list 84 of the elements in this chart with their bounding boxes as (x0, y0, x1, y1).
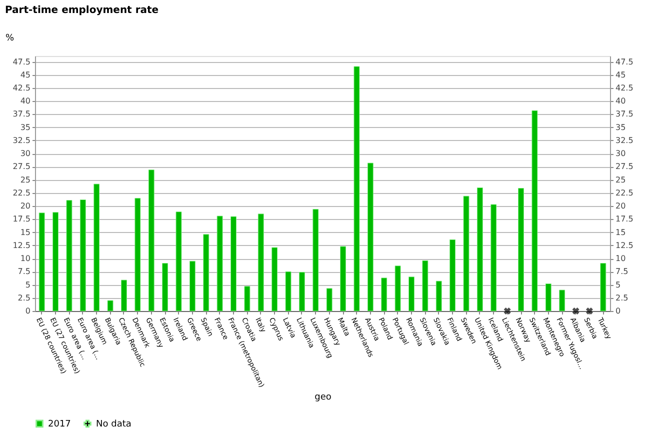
bar (422, 260, 428, 312)
bar (203, 234, 210, 312)
bar (285, 271, 292, 312)
y2-tick-label: 35 (616, 122, 626, 132)
bar (94, 184, 100, 312)
y2-tick-label: 7.5 (616, 267, 628, 276)
y2-tick-label: 42.5 (616, 84, 634, 93)
bar (532, 110, 538, 312)
y-tick-label: 5 (25, 280, 30, 290)
y-axis-title: % (6, 34, 14, 44)
bar (107, 300, 114, 312)
y2-tick-label: 20 (616, 202, 626, 211)
y2-tick-label: 0 (616, 306, 621, 316)
y2-tick-label: 2.5 (616, 293, 628, 302)
chart-title: Part-time employment rate (5, 5, 159, 16)
bar (162, 263, 168, 312)
y2-tick-label: 10 (616, 254, 626, 264)
y-tick-label: 20 (20, 202, 30, 211)
y-tick-label: 10 (20, 254, 30, 264)
bar (394, 266, 401, 312)
bar (381, 278, 388, 312)
y2-tick-label: 17.5 (616, 214, 634, 224)
y-tick-label: 0 (25, 306, 30, 316)
bar (298, 272, 305, 312)
y2-tick-label: 15 (616, 228, 626, 237)
y2-tick-label: 40 (616, 96, 626, 106)
bar (559, 290, 566, 312)
bar (121, 280, 127, 312)
y-tick-label: 22.5 (12, 188, 30, 198)
legend-label: No data (96, 420, 132, 430)
y-tick-label: 7.5 (18, 267, 30, 276)
y2-tick-label: 27.5 (616, 162, 634, 172)
y2-tick-label: 37.5 (616, 110, 634, 119)
bar (367, 162, 374, 312)
bar (134, 198, 141, 312)
y2-tick-label: 30 (616, 149, 626, 158)
bar (312, 208, 319, 312)
bar (408, 276, 414, 312)
y2-tick-label: 22.5 (616, 188, 634, 198)
bar (148, 170, 154, 312)
legend-label: 2017 (48, 420, 71, 430)
bar (340, 246, 346, 312)
bar (244, 286, 250, 312)
bar (258, 214, 264, 312)
bar (326, 288, 332, 312)
bar (38, 212, 45, 312)
bar (80, 200, 86, 312)
y-tick-label: 40 (20, 96, 30, 106)
bar (450, 239, 456, 312)
y-tick-label: 45 (20, 70, 30, 80)
bar (354, 66, 360, 312)
bar (600, 263, 606, 312)
bar (476, 187, 483, 312)
y-tick-label: 12.5 (12, 240, 30, 250)
y-tick-label: 37.5 (12, 110, 30, 119)
y-tick-label: 27.5 (12, 162, 30, 172)
bar (463, 196, 470, 312)
y2-tick-label: 32.5 (616, 136, 634, 145)
y-tick-label: 32.5 (12, 136, 30, 145)
bar (490, 204, 497, 312)
bar (436, 280, 442, 312)
bar (52, 212, 59, 312)
bar (230, 216, 236, 312)
y2-tick-label: 5 (616, 280, 621, 290)
bar (189, 260, 196, 312)
y-tick-label: 2.5 (18, 293, 30, 302)
bar (176, 212, 182, 312)
y-tick-label: 42.5 (12, 84, 30, 93)
y2-tick-label: 12.5 (616, 240, 634, 250)
y2-tick-label: 45 (616, 70, 626, 80)
y-tick-label: 25 (20, 175, 30, 184)
bar (272, 247, 278, 312)
y2-tick-label: 25 (616, 175, 626, 184)
y-tick-label: 47.5 (12, 57, 30, 66)
y-tick-label: 15 (20, 228, 30, 237)
bar (545, 283, 552, 312)
bar (216, 216, 223, 312)
y-tick-label: 35 (20, 122, 30, 132)
y2-tick-label: 47.5 (616, 57, 634, 66)
y-tick-label: 30 (20, 149, 30, 158)
y-tick-label: 17.5 (12, 214, 30, 224)
x-axis-title: geo (314, 392, 332, 402)
bar (518, 188, 524, 312)
bar (66, 200, 72, 312)
